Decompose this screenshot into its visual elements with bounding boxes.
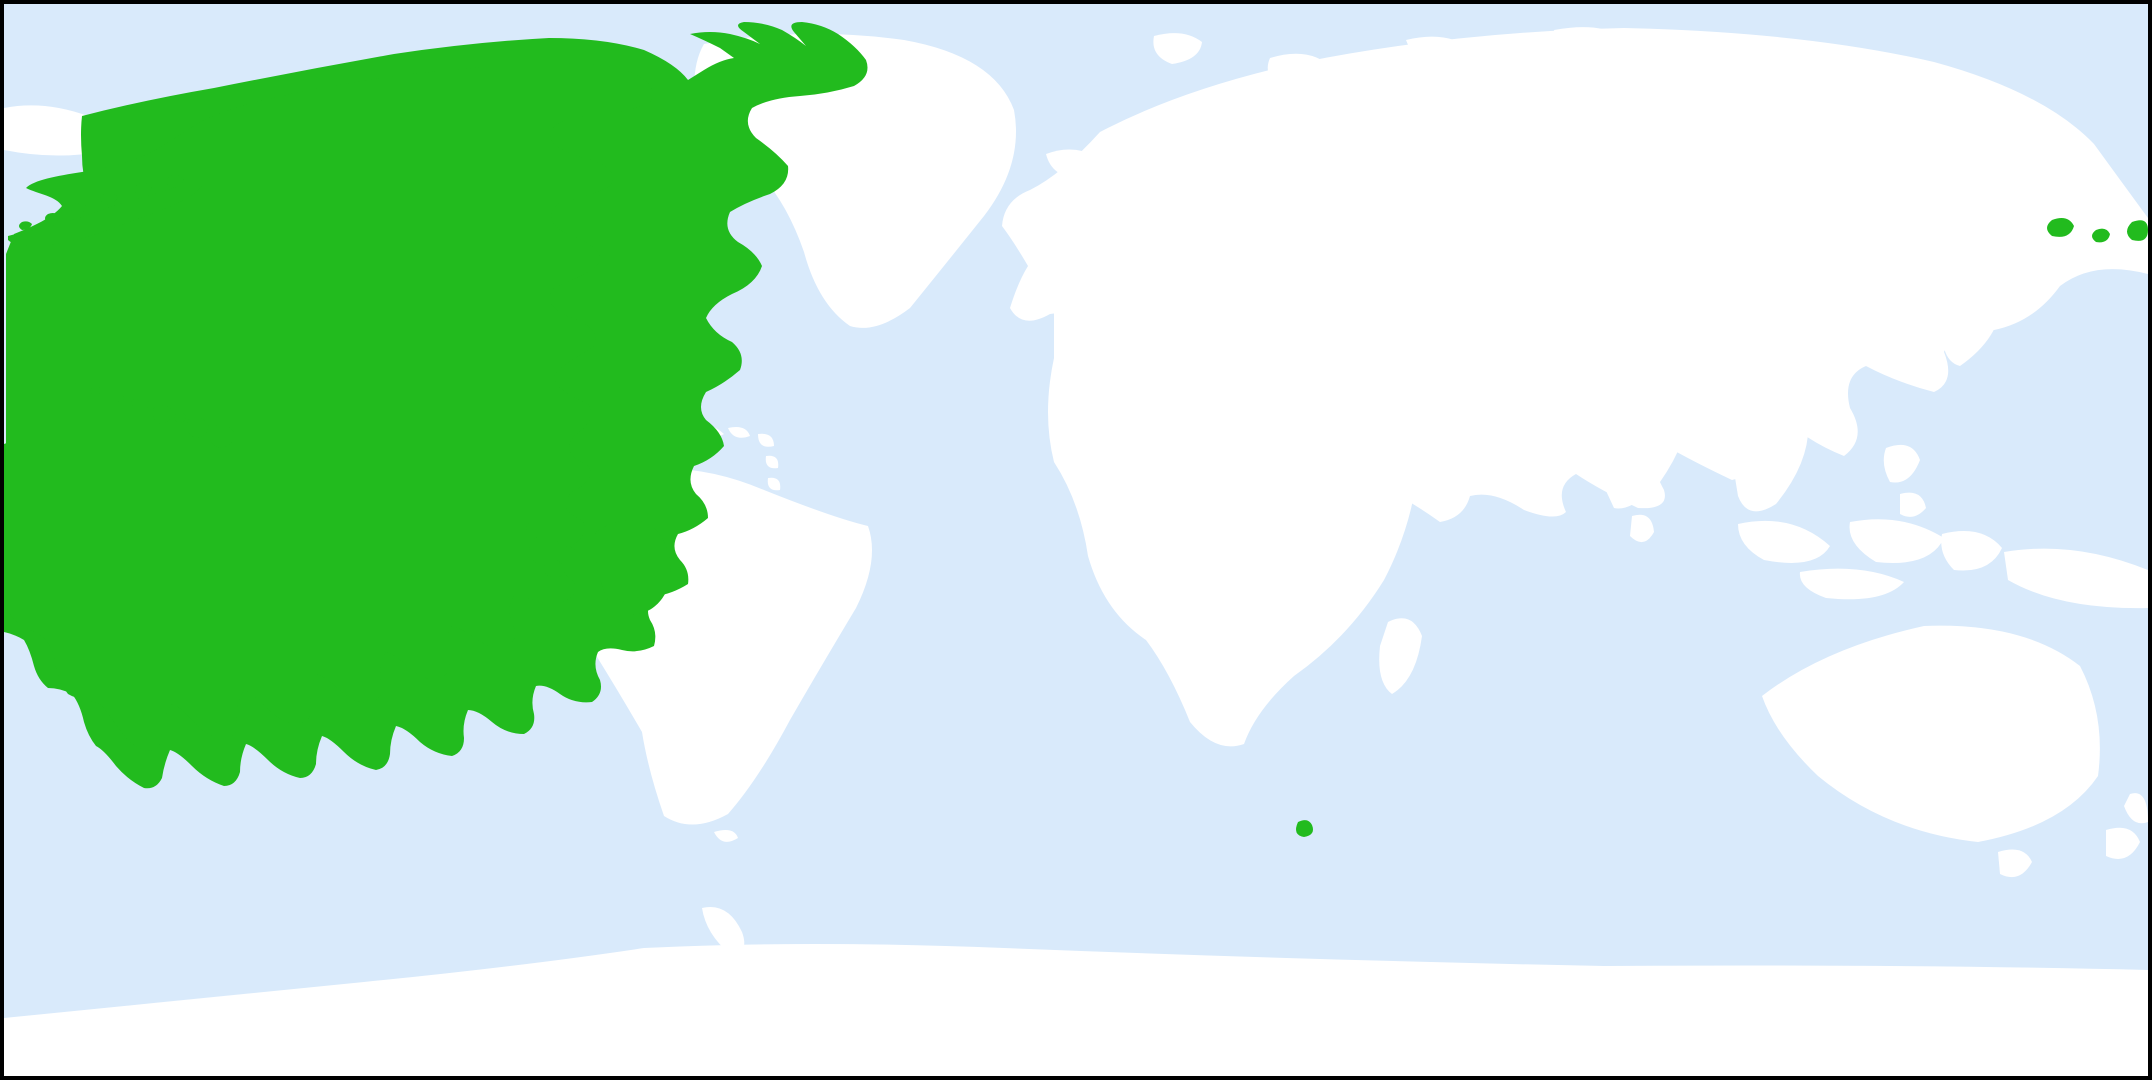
region-galapagos xyxy=(526,522,578,578)
india xyxy=(1564,359,1689,509)
indonesia xyxy=(1738,519,2148,609)
region-ecuador-south xyxy=(601,598,634,638)
southeast-asia xyxy=(1724,387,1809,512)
region-ecuador xyxy=(594,520,671,615)
madagascar xyxy=(1379,618,1422,694)
africa xyxy=(1048,298,1416,747)
green-highlights xyxy=(4,22,2148,837)
sakhalin xyxy=(1945,233,1976,284)
antarctic-peninsula xyxy=(702,907,745,954)
greenland xyxy=(694,33,1016,328)
british-isles xyxy=(1022,185,1084,224)
white-land xyxy=(4,27,2148,1076)
region-aleutian-dots xyxy=(19,175,184,230)
final-render-layer xyxy=(4,4,2148,1076)
arabia xyxy=(1376,330,1491,425)
svalbard xyxy=(1153,33,1202,64)
philippines xyxy=(1883,444,1926,517)
tasmania xyxy=(1998,849,2032,878)
japan xyxy=(1942,293,2002,366)
arctic-islands xyxy=(1267,27,1620,91)
antarctica xyxy=(4,944,2148,1076)
sri-lanka xyxy=(1630,514,1654,543)
australia xyxy=(1762,625,2100,842)
new-zealand xyxy=(2106,793,2148,859)
region-aleutian-islands xyxy=(8,184,202,246)
region-na-outline xyxy=(6,63,654,751)
region-hawaii xyxy=(68,382,235,448)
region-aleutian-west-wrap xyxy=(2047,218,2148,243)
falkland-islands xyxy=(714,830,738,842)
region-south-atlantic-island xyxy=(1296,820,1313,837)
map-canvas xyxy=(4,4,2148,1076)
